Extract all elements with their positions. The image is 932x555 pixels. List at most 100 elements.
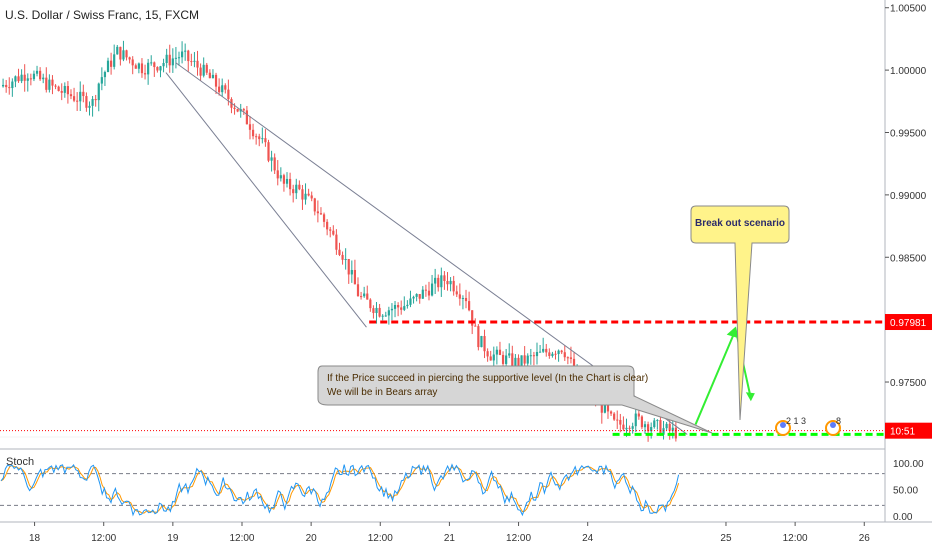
candle-body — [211, 74, 215, 79]
candle-body — [560, 350, 563, 353]
candle-body — [412, 296, 415, 299]
candle-body — [236, 108, 239, 112]
candle-body — [245, 110, 248, 125]
candle-body — [295, 184, 298, 194]
chart-title: U.S. Dollar / Swiss Franc, 15, FXCM — [5, 8, 199, 22]
candle-body — [514, 357, 517, 367]
time-tick-label: 20 — [306, 533, 318, 544]
candle-body — [54, 85, 57, 87]
candle-body — [301, 189, 304, 200]
event-badge-1[interactable]: 2 1 3 — [775, 416, 806, 436]
candle-body — [671, 427, 674, 431]
price-tick-label: 1.00000 — [890, 66, 927, 77]
candle-body — [600, 398, 603, 413]
candle-body — [14, 76, 17, 82]
stoch-tick-label: 0.00 — [893, 512, 913, 523]
candle-body — [233, 107, 236, 109]
candle-body — [646, 424, 650, 432]
candle-body — [165, 54, 168, 63]
candle-body — [103, 71, 107, 78]
candle-body — [452, 280, 455, 292]
candle-body — [35, 70, 39, 74]
candle-body — [637, 413, 640, 417]
candle-body — [82, 91, 85, 97]
candle-body — [437, 277, 440, 288]
callouts[interactable]: If the Price succeed in piercing the sup… — [317, 205, 841, 436]
candle-body — [63, 86, 66, 93]
candle-body — [461, 297, 465, 299]
candle-body — [140, 63, 144, 74]
candle-body — [443, 275, 446, 281]
candle-body — [634, 413, 637, 427]
candle-body — [464, 297, 468, 302]
candle-body — [310, 195, 313, 199]
candle-body — [619, 419, 622, 425]
candle-body — [366, 293, 369, 300]
lower-trendline[interactable] — [165, 72, 367, 328]
candle-body — [659, 420, 662, 435]
stoch-k-line — [0, 463, 680, 517]
candle-body — [1, 84, 5, 87]
candle-body — [508, 353, 511, 356]
candle-body — [356, 284, 360, 297]
candle-body — [289, 178, 292, 190]
candle-body — [159, 66, 162, 71]
candle-body — [273, 157, 276, 171]
candle-body — [378, 307, 381, 317]
candle-body — [162, 62, 165, 67]
candle-body — [492, 354, 495, 361]
candle-body — [430, 283, 434, 296]
candle-body — [193, 60, 196, 62]
candle-body — [381, 315, 384, 317]
candle-body — [480, 336, 483, 348]
candle-body — [505, 355, 508, 364]
candle-body — [643, 424, 647, 428]
candle-body — [205, 64, 208, 73]
candle-body — [113, 54, 116, 67]
candle-body — [150, 62, 153, 64]
arrowhead-up-icon — [726, 326, 737, 338]
candle-body — [455, 291, 458, 295]
candle-body — [208, 72, 211, 79]
candle-body — [190, 61, 193, 63]
candle-body — [569, 357, 573, 359]
candle-body — [184, 50, 187, 52]
candle-body — [187, 50, 190, 62]
candle-body — [106, 60, 110, 72]
candle-body — [557, 350, 560, 355]
candle-body — [353, 269, 357, 285]
candle-body — [202, 64, 205, 76]
candle-body — [471, 310, 474, 326]
candle-body — [517, 357, 520, 368]
candle-body — [628, 427, 631, 429]
candle-body — [174, 57, 178, 59]
breakout-callout-box[interactable] — [690, 205, 790, 421]
candle-body — [147, 62, 150, 75]
candle-body — [400, 307, 403, 310]
candle-body — [60, 90, 63, 93]
candle-body — [563, 352, 566, 358]
candle-body — [29, 78, 32, 80]
event-badge-2[interactable]: 8 — [825, 416, 841, 436]
candle-body — [668, 423, 671, 431]
candle-body — [88, 105, 91, 108]
candle-body — [214, 74, 218, 87]
stoch-d-line — [0, 464, 680, 514]
candle-body — [551, 353, 554, 356]
candle-body — [143, 73, 147, 75]
breakout-callout-text: Break out scenario — [695, 218, 785, 229]
candle-body — [76, 100, 79, 102]
bears-callout-box[interactable] — [317, 365, 713, 434]
candle-body — [319, 213, 323, 215]
candle-body — [344, 258, 347, 260]
candle-body — [11, 81, 14, 89]
candle-body — [656, 420, 659, 422]
candle-body — [224, 85, 227, 90]
candle-body — [153, 62, 156, 68]
candle-body — [94, 98, 97, 101]
candle-body — [616, 419, 619, 421]
candle-body — [17, 76, 20, 82]
candle-body — [177, 57, 181, 59]
event-flag-icon — [830, 422, 836, 428]
